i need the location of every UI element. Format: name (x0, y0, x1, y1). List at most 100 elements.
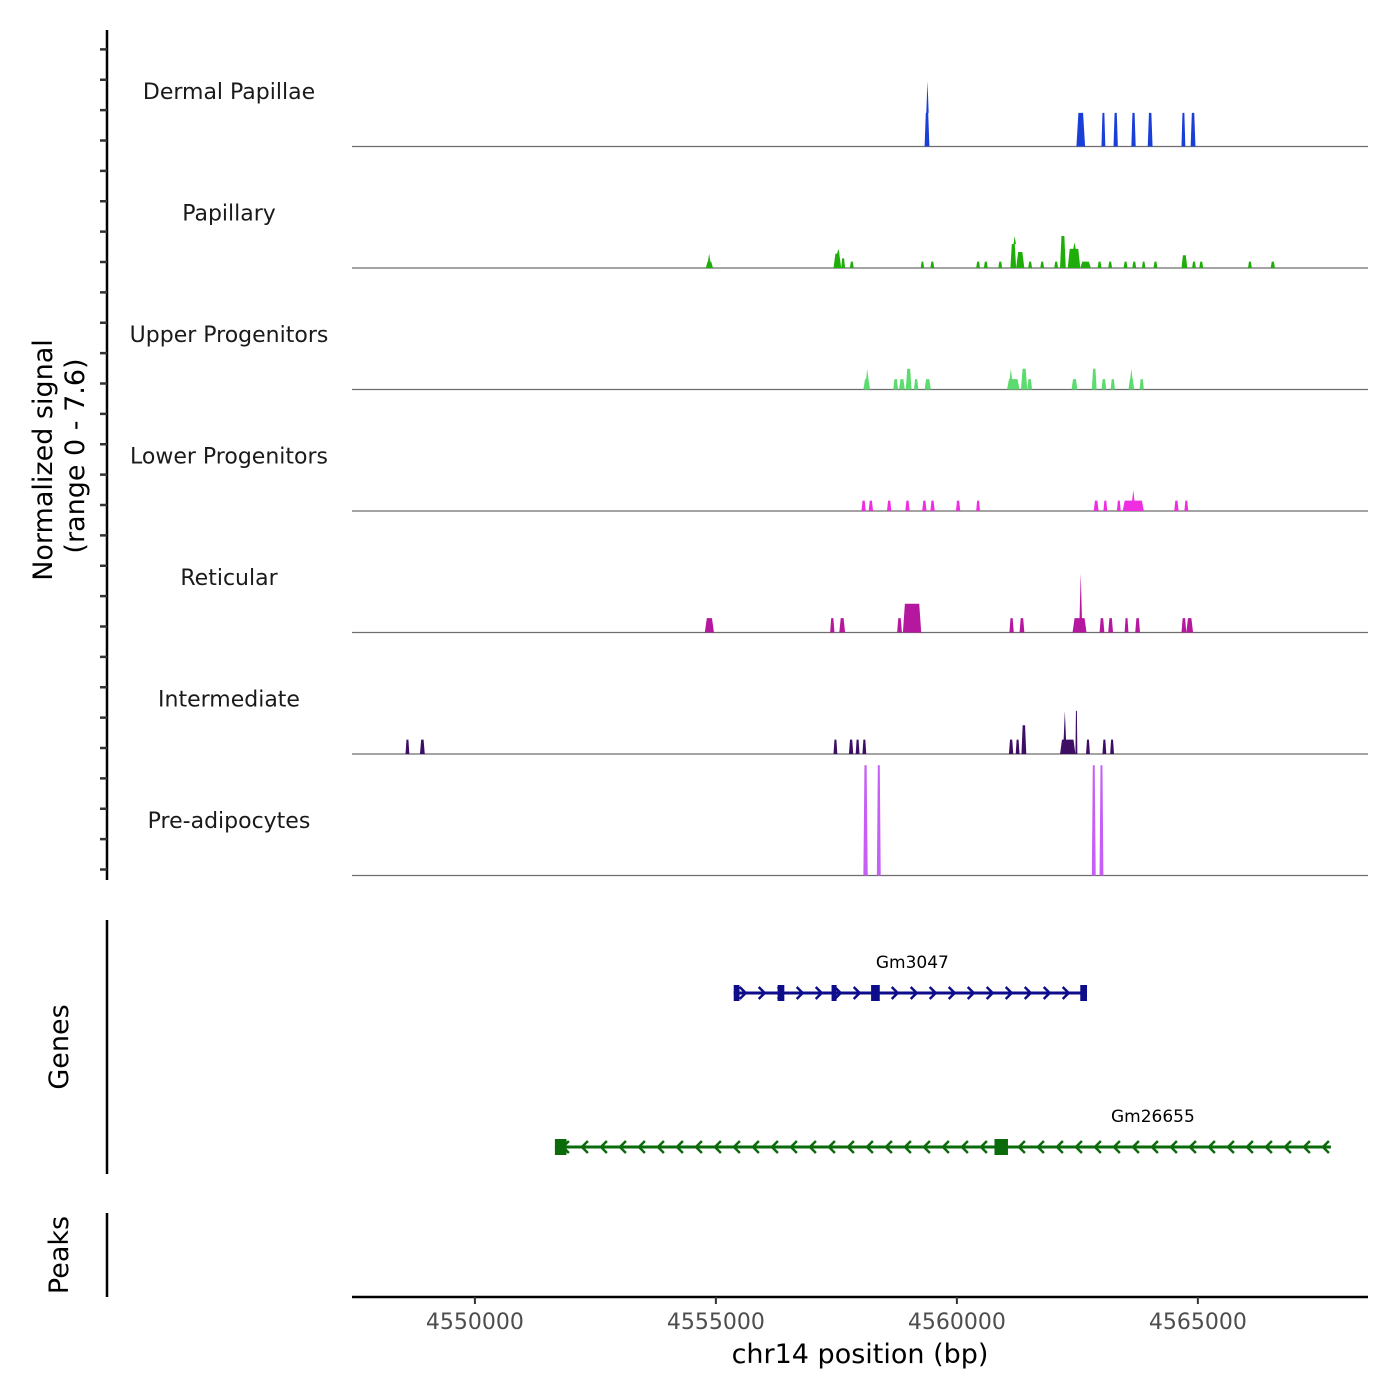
signal-peak (1019, 618, 1025, 633)
genes-track: Gm3047 Gm26655 (554, 953, 1331, 1155)
gene-label: Gm26655 (1111, 1107, 1195, 1127)
strand-arrow-left-icon (922, 1140, 931, 1154)
signal-peak (1008, 739, 1014, 754)
signal-peak (1102, 739, 1107, 754)
signal-peak (1122, 490, 1144, 511)
strand-arrow-left-icon (808, 1140, 817, 1154)
y-axis-title-line2: (range 0 - 7.6) (60, 358, 91, 553)
strand-arrow-left-icon (846, 1140, 855, 1154)
strand-arrow-left-icon (675, 1140, 684, 1154)
track-papillary (705, 236, 1275, 268)
signal-peak (1110, 739, 1114, 754)
strand-arrow-right-icon (852, 986, 862, 1000)
track-baselines (352, 145, 1368, 877)
strand-arrow-left-icon (713, 1140, 722, 1154)
signal-peak (924, 379, 931, 390)
signal-peak (1199, 261, 1204, 268)
strand-arrow-left-icon (599, 1140, 608, 1154)
signal-peak (1007, 368, 1020, 390)
signal-peak (893, 379, 899, 390)
signal-peak (1147, 112, 1153, 147)
strand-arrow-left-icon (1302, 1140, 1311, 1154)
signal-peak (920, 261, 925, 268)
signal-peak (1067, 242, 1081, 268)
gene-exon (1080, 985, 1088, 1001)
strand-arrow-right-icon (928, 986, 938, 1000)
signal-peak (1174, 500, 1179, 511)
signal-peak (1093, 500, 1099, 511)
signal-peak (1101, 112, 1106, 147)
signal-peak (1097, 261, 1102, 268)
signal-peak (1116, 500, 1121, 511)
signal-peak (1139, 379, 1144, 390)
signal-peak (1131, 112, 1136, 147)
strand-arrow-right-icon (757, 986, 767, 1000)
strand-arrow-left-icon (1245, 1140, 1254, 1154)
signal-peak (1108, 261, 1113, 268)
gene-exon (554, 1139, 567, 1155)
signal-peak (833, 248, 842, 268)
track-intermediate (405, 710, 1114, 754)
gene-exon (733, 985, 740, 1001)
signal-peak (1091, 368, 1097, 390)
signal-peak (1192, 261, 1196, 268)
signal-peak (868, 500, 874, 511)
strand-arrow-right-icon (1042, 986, 1052, 1000)
x-axis-title: chr14 position (bp) (732, 1339, 989, 1370)
strand-arrow-right-icon (814, 986, 824, 1000)
signal-peak (1123, 261, 1128, 268)
signal-peak (1091, 765, 1096, 876)
strand-arrow-right-icon (985, 986, 995, 1000)
strand-arrow-left-icon (1207, 1140, 1216, 1154)
signal-peak (998, 261, 1003, 268)
signal-peak (1040, 261, 1045, 268)
strand-arrow-left-icon (789, 1140, 798, 1154)
strand-arrow-left-icon (1017, 1140, 1026, 1154)
signal-peak (1010, 236, 1017, 268)
signal-peak (704, 618, 714, 633)
signal-peak (1103, 500, 1108, 511)
signal-peak (1080, 261, 1091, 268)
signal-peak (839, 618, 846, 633)
signal-peak (1110, 379, 1115, 390)
gene-exon (994, 1139, 1008, 1155)
strand-arrow-left-icon (1226, 1140, 1235, 1154)
signal-peak (833, 739, 838, 754)
signal-peak (924, 80, 930, 147)
track-label: Upper Progenitors (130, 323, 329, 348)
signal-peak (1060, 710, 1076, 754)
strand-arrow-left-icon (1055, 1140, 1064, 1154)
gene-gm3047: Gm3047 (733, 953, 1088, 1001)
track-reticular (704, 573, 1194, 633)
strand-arrow-left-icon (979, 1140, 988, 1154)
gene-exon (777, 985, 785, 1001)
signal-peak (913, 379, 919, 390)
signal-peak (1190, 112, 1196, 147)
signal-peak (863, 368, 871, 390)
y-axis-title-line1: Normalized signal (28, 339, 59, 581)
peaks-panel-label: Peaks (44, 1216, 75, 1294)
strand-arrow-right-icon (795, 986, 805, 1000)
signal-peak (1135, 618, 1141, 633)
track-peaks (405, 80, 1275, 876)
track-label: Papillary (182, 202, 276, 227)
strand-arrow-left-icon (1169, 1140, 1178, 1154)
signal-peak (849, 261, 854, 268)
track-label: Dermal Papillae (143, 80, 315, 105)
signal-peak (902, 603, 922, 633)
strand-arrow-left-icon (1112, 1140, 1121, 1154)
signal-peak (1101, 379, 1107, 390)
strand-arrow-left-icon (960, 1140, 969, 1154)
strand-arrow-left-icon (656, 1140, 665, 1154)
signal-peak (705, 253, 713, 268)
x-tick-label: 4550000 (426, 1310, 524, 1335)
strand-arrow-right-icon (833, 986, 843, 1000)
signal-peak (1016, 252, 1025, 268)
strand-arrow-left-icon (941, 1140, 950, 1154)
signal-peak (841, 258, 846, 268)
signal-peak (1054, 261, 1059, 268)
strand-arrow-left-icon (1074, 1140, 1083, 1154)
signal-peak (1076, 112, 1086, 147)
track-pre-adipocytes (863, 765, 1104, 876)
